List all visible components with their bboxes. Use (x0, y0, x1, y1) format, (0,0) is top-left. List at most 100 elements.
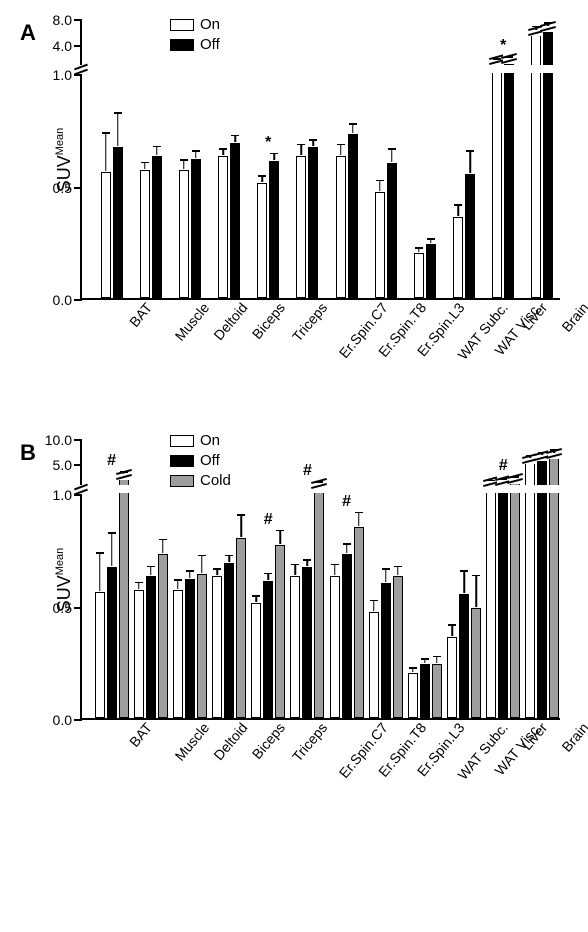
bar (387, 163, 397, 298)
bar-group-upper (445, 20, 484, 65)
bar (432, 664, 442, 718)
bar (492, 73, 502, 298)
bar (269, 161, 279, 298)
bar (531, 73, 541, 298)
bar-group-upper (131, 20, 170, 65)
bar-group-upper (210, 440, 249, 485)
ytick-label: 0.5 (53, 600, 72, 616)
bar-group-upper (327, 440, 366, 485)
bar (158, 554, 168, 718)
bar (134, 590, 144, 718)
bar-group: BAT (92, 495, 131, 718)
bar (336, 156, 346, 298)
bar-group-upper (523, 440, 562, 485)
bar-group: Er.Spin.T8 (327, 75, 366, 298)
bar (257, 183, 267, 298)
significance-marker: # (342, 493, 351, 511)
bar (251, 603, 261, 718)
bar-group: Deltoid (170, 75, 209, 298)
ytick-label: 5.0 (53, 457, 72, 473)
panel-b: B SUVMean On Off Cold 5.010.0### 0.00.51… (20, 440, 568, 840)
bar-group-upper: # (92, 440, 131, 485)
bar (348, 134, 358, 298)
bar-group-upper (327, 20, 366, 65)
bar (330, 576, 340, 718)
bar (314, 493, 324, 718)
bar-group-upper: # (288, 440, 327, 485)
bar-group: Er.Spin.T8# (327, 495, 366, 718)
panel-a-axis: 4.08.0* 0.00.51.0BATMuscleDeltoidBicepsT… (80, 20, 560, 300)
ytick-label: 4.0 (53, 38, 72, 54)
bar (510, 493, 520, 718)
x-category-label: Muscle (171, 720, 212, 764)
panel-a-chart: SUVMean On Off 4.08.0* 0.00.51.0BATMuscl… (80, 20, 560, 300)
bar (308, 147, 318, 298)
x-category-label: BAT (126, 300, 155, 330)
bar (101, 172, 111, 298)
significance-marker: # (107, 452, 116, 470)
bar-group-upper (92, 20, 131, 65)
panel-b-axis: 5.010.0### 0.00.51.0BATMuscleDeltoidBice… (80, 440, 560, 720)
bar-group: Liver (484, 495, 523, 718)
bar-group-upper (210, 20, 249, 65)
bar (140, 170, 150, 298)
bar (498, 493, 508, 718)
panel-a: A SUVMean On Off 4.08.0* 0.00.51.0BATMus… (20, 20, 568, 410)
bar (375, 192, 385, 298)
bar (212, 576, 222, 718)
bar-group-upper (170, 20, 209, 65)
x-category-label: Deltoid (210, 720, 250, 764)
bar-group: Brain (523, 75, 562, 298)
bar-group: Biceps (210, 495, 249, 718)
bar (107, 567, 117, 718)
figure-root: A SUVMean On Off 4.08.0* 0.00.51.0BATMus… (0, 0, 588, 890)
bar-group: Liver (484, 75, 523, 298)
bar (549, 453, 559, 486)
bar (465, 174, 475, 298)
bar-group-upper (366, 20, 405, 65)
bar (95, 592, 105, 718)
bar (152, 156, 162, 298)
bar (549, 493, 559, 718)
bar (525, 458, 535, 486)
significance-marker: # (499, 457, 508, 475)
bar (263, 581, 273, 718)
bar (543, 26, 553, 65)
bar-group: Er.Spin.L3 (366, 495, 405, 718)
bar (408, 673, 418, 718)
bar (342, 554, 352, 718)
bar (119, 474, 129, 485)
significance-marker: # (303, 462, 312, 480)
bar-group: Triceps* (249, 75, 288, 298)
bar-group: WAT Subc. (405, 75, 444, 298)
bar (447, 637, 457, 718)
bar (354, 527, 364, 718)
bar (218, 156, 228, 298)
x-category-label: BAT (126, 720, 155, 750)
bar (314, 483, 324, 486)
bar-group: Biceps (210, 75, 249, 298)
bar (113, 147, 123, 298)
x-category-label: Brain (559, 720, 588, 755)
ytick-label: 0.0 (53, 712, 72, 728)
bar-group: Muscle (131, 495, 170, 718)
bar-group: Deltoid (170, 495, 209, 718)
bar-group: Er.Spin.L3 (366, 75, 405, 298)
bar (173, 590, 183, 718)
bar (230, 143, 240, 298)
bar-group: Brain (523, 495, 562, 718)
bar (185, 579, 195, 719)
bar-group-upper (445, 440, 484, 485)
ytick-label: 0.0 (53, 292, 72, 308)
bar (197, 574, 207, 718)
x-category-label: Deltoid (210, 300, 250, 344)
bar-group: WAT Visc. (445, 495, 484, 718)
bar (510, 478, 520, 486)
x-category-label: Triceps (289, 720, 330, 765)
x-category-label: Muscle (171, 300, 212, 344)
bar (302, 567, 312, 718)
bar (459, 594, 469, 718)
x-category-label: Brain (559, 300, 588, 335)
ytick-label: 1.0 (53, 67, 72, 83)
x-category-label: Biceps (249, 300, 288, 342)
